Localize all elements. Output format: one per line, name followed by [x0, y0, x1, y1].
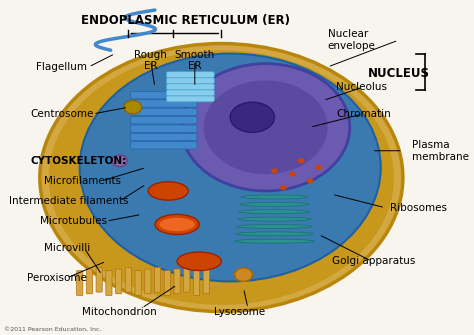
Ellipse shape — [239, 210, 310, 214]
Text: Mitochondrion: Mitochondrion — [82, 307, 157, 317]
FancyBboxPatch shape — [106, 271, 112, 295]
Ellipse shape — [271, 169, 278, 174]
FancyBboxPatch shape — [131, 91, 197, 99]
FancyBboxPatch shape — [193, 271, 200, 295]
FancyBboxPatch shape — [125, 267, 131, 292]
Text: ©2011 Pearson Education, Inc.: ©2011 Pearson Education, Inc. — [4, 327, 102, 332]
FancyBboxPatch shape — [166, 78, 214, 84]
Ellipse shape — [307, 178, 313, 184]
Ellipse shape — [235, 239, 314, 243]
Text: Smooth
ER: Smooth ER — [175, 50, 215, 71]
Text: NUCLEUS: NUCLEUS — [367, 67, 429, 80]
FancyBboxPatch shape — [166, 72, 214, 78]
FancyBboxPatch shape — [166, 90, 214, 96]
Ellipse shape — [112, 155, 128, 167]
Text: Plasma
membrane: Plasma membrane — [412, 140, 469, 161]
Ellipse shape — [280, 185, 287, 190]
Ellipse shape — [177, 252, 221, 271]
FancyBboxPatch shape — [135, 271, 141, 295]
Ellipse shape — [289, 172, 295, 177]
Text: Nucleolus: Nucleolus — [337, 82, 387, 92]
FancyBboxPatch shape — [155, 267, 161, 292]
FancyBboxPatch shape — [131, 108, 197, 116]
FancyBboxPatch shape — [77, 271, 83, 295]
Ellipse shape — [315, 165, 322, 170]
Text: Microvilli: Microvilli — [44, 243, 91, 253]
Ellipse shape — [298, 158, 304, 163]
FancyBboxPatch shape — [131, 125, 197, 132]
Text: Microtubules: Microtubules — [40, 216, 107, 226]
Text: Rough
ER: Rough ER — [134, 50, 167, 71]
Ellipse shape — [235, 268, 252, 281]
Text: ENDOPLASMIC RETICULUM (ER): ENDOPLASMIC RETICULUM (ER) — [82, 14, 291, 26]
FancyBboxPatch shape — [145, 269, 151, 294]
Text: Peroxisome: Peroxisome — [27, 273, 86, 283]
FancyBboxPatch shape — [131, 142, 197, 149]
Ellipse shape — [230, 102, 274, 132]
Text: Intermediate filaments: Intermediate filaments — [9, 196, 128, 206]
FancyBboxPatch shape — [131, 100, 197, 107]
Ellipse shape — [155, 214, 199, 234]
Text: Nuclear
envelope: Nuclear envelope — [328, 29, 375, 51]
Ellipse shape — [49, 50, 394, 305]
Text: Chromatin: Chromatin — [337, 109, 391, 119]
FancyBboxPatch shape — [116, 269, 122, 294]
FancyBboxPatch shape — [96, 267, 102, 292]
Ellipse shape — [236, 232, 313, 236]
Ellipse shape — [182, 64, 350, 191]
FancyBboxPatch shape — [174, 269, 180, 294]
FancyBboxPatch shape — [131, 133, 197, 141]
FancyBboxPatch shape — [131, 117, 197, 124]
Ellipse shape — [240, 202, 309, 206]
Ellipse shape — [204, 80, 328, 174]
Text: Ribosomes: Ribosomes — [390, 203, 447, 213]
Ellipse shape — [124, 100, 142, 114]
FancyBboxPatch shape — [164, 271, 171, 295]
FancyBboxPatch shape — [166, 84, 214, 90]
FancyBboxPatch shape — [86, 269, 92, 294]
Ellipse shape — [40, 44, 403, 312]
Text: Flagellum: Flagellum — [36, 62, 88, 72]
FancyBboxPatch shape — [166, 96, 214, 102]
Text: Golgi apparatus: Golgi apparatus — [332, 256, 415, 266]
FancyBboxPatch shape — [184, 267, 190, 292]
Ellipse shape — [241, 195, 308, 199]
Ellipse shape — [238, 217, 311, 221]
Text: Lysosome: Lysosome — [213, 307, 264, 317]
Ellipse shape — [237, 224, 312, 228]
Text: Microfilaments: Microfilaments — [44, 176, 121, 186]
Ellipse shape — [159, 218, 195, 231]
Text: CYTOSKELETON:: CYTOSKELETON: — [31, 156, 127, 166]
Ellipse shape — [148, 182, 188, 200]
Text: Centrosome: Centrosome — [30, 109, 94, 119]
Ellipse shape — [80, 54, 381, 281]
FancyBboxPatch shape — [203, 269, 210, 294]
